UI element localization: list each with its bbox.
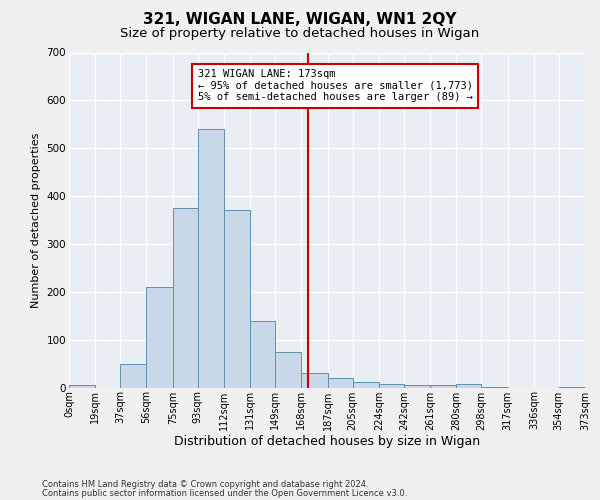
Bar <box>301 373 328 388</box>
Bar <box>197 129 224 388</box>
Text: Contains HM Land Registry data © Crown copyright and database right 2024.: Contains HM Land Registry data © Crown c… <box>42 480 368 489</box>
Text: 321 WIGAN LANE: 173sqm
← 95% of detached houses are smaller (1,773)
5% of semi-d: 321 WIGAN LANE: 173sqm ← 95% of detached… <box>197 69 473 102</box>
Bar <box>275 352 301 388</box>
X-axis label: Distribution of detached houses by size in Wigan: Distribution of detached houses by size … <box>174 435 480 448</box>
Bar <box>173 208 197 388</box>
Bar <box>69 385 95 388</box>
Y-axis label: Number of detached properties: Number of detached properties <box>31 132 41 308</box>
Bar <box>559 386 585 388</box>
Bar <box>146 287 173 388</box>
Bar <box>250 320 275 388</box>
Bar <box>379 384 404 388</box>
Bar <box>404 385 430 388</box>
Text: 321, WIGAN LANE, WIGAN, WN1 2QY: 321, WIGAN LANE, WIGAN, WN1 2QY <box>143 12 457 28</box>
Bar <box>120 364 146 388</box>
Bar <box>353 382 379 388</box>
Bar <box>457 384 481 388</box>
Bar <box>481 386 508 388</box>
Text: Size of property relative to detached houses in Wigan: Size of property relative to detached ho… <box>121 28 479 40</box>
Bar <box>224 210 250 388</box>
Text: Contains public sector information licensed under the Open Government Licence v3: Contains public sector information licen… <box>42 488 407 498</box>
Bar <box>328 378 353 388</box>
Bar <box>430 385 457 388</box>
